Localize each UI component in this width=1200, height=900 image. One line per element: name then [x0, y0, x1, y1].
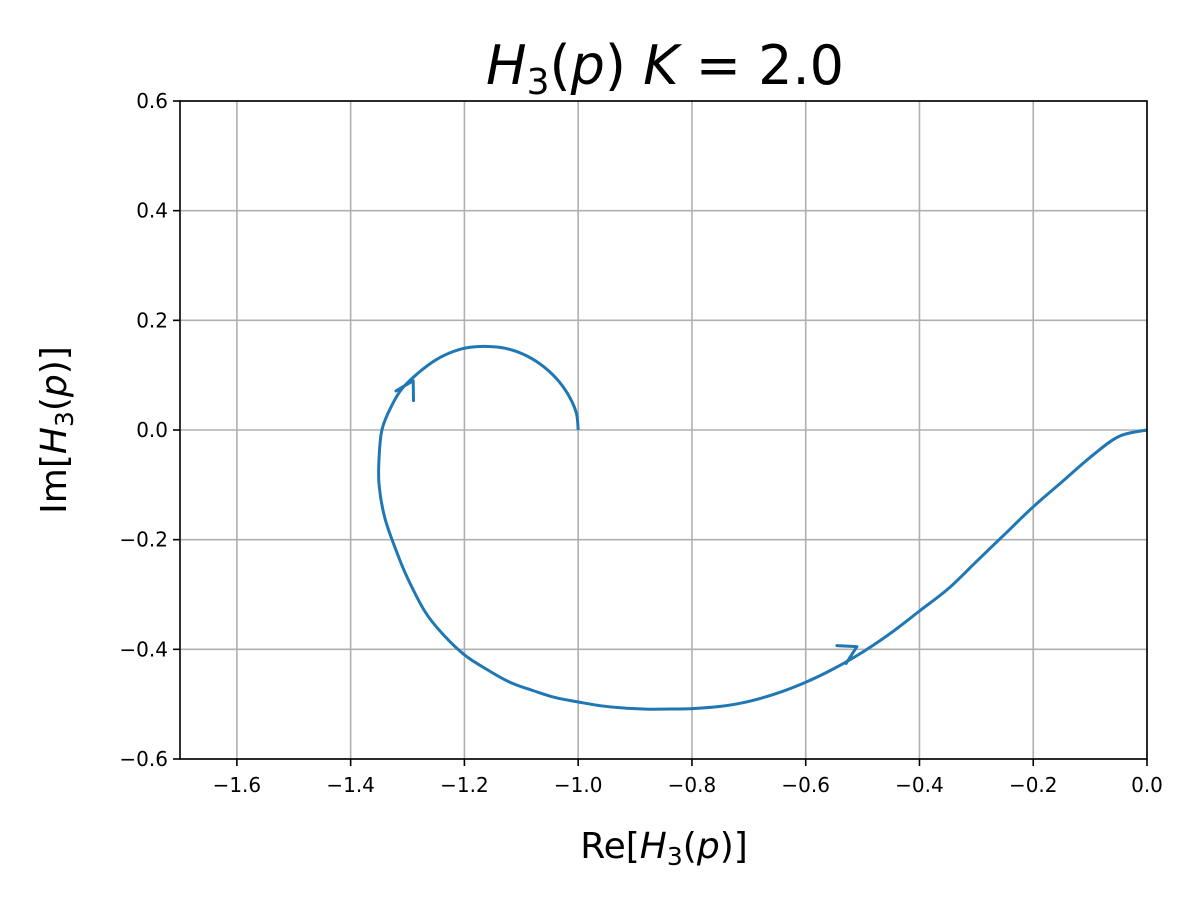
y-tick-label: 0.4: [136, 199, 168, 223]
x-tick-label: −1.0: [554, 773, 603, 797]
xlabel-func: H: [640, 826, 667, 867]
title-arg: p: [570, 34, 605, 97]
x-tick-label: 0.0: [1131, 773, 1163, 797]
x-tick-label: −1.6: [213, 773, 262, 797]
ylabel-func: H: [34, 427, 75, 454]
xlabel-sub: 3: [667, 842, 683, 871]
chart-title: H3(p) K = 2.0: [486, 34, 844, 103]
title-paren-open: (: [550, 34, 571, 97]
ylabel-post: )]: [34, 346, 75, 374]
title-eq: =: [679, 34, 759, 97]
title-value: 2.0: [758, 34, 844, 97]
x-tick-label: −0.6: [781, 773, 830, 797]
title-param: K: [643, 34, 682, 97]
grid-layer: [180, 100, 1148, 760]
y-tick-label: 0.6: [136, 89, 168, 113]
y-tick-label: 0.0: [136, 418, 168, 442]
x-tick-label: −0.4: [895, 773, 944, 797]
direction-arrow: [835, 644, 859, 665]
title-sub: 3: [527, 62, 550, 103]
ylabel-paren: (: [34, 397, 75, 411]
xlabel-arg: p: [696, 826, 720, 867]
ylabel-arg: p: [34, 374, 75, 398]
x-tick-label: −1.4: [326, 773, 375, 797]
x-tick-label: −0.8: [668, 773, 717, 797]
nyquist-curve: [377, 344, 1148, 711]
series-layer: [377, 344, 1148, 711]
title-paren-close: ): [605, 34, 643, 97]
y-tick-label: −0.4: [119, 637, 168, 661]
xlabel-paren: (: [683, 826, 697, 867]
y-tick-label: −0.2: [119, 528, 168, 552]
title-func: H: [486, 34, 527, 97]
xlabel-pre: Re[: [580, 826, 640, 867]
ylabel-pre: Im[: [34, 454, 75, 514]
y-axis-label: Im[H3(p)]: [34, 346, 79, 514]
xlabel-post: )]: [720, 826, 748, 867]
x-axis-label: Re[H3(p)]: [580, 826, 748, 871]
y-tick-label: −0.6: [119, 747, 168, 771]
x-tick-label: −0.2: [1009, 773, 1058, 797]
y-tick-label: 0.2: [136, 308, 168, 332]
direction-arrow: [394, 379, 415, 403]
ylabel-sub: 3: [50, 411, 79, 427]
tick-layer: −1.6 −1.4 −1.2 −1.0 −0.8 −0.6 −0.4 −0.2 0.0 −0.6 −…: [119, 89, 1162, 797]
x-tick-label: −1.2: [440, 773, 489, 797]
